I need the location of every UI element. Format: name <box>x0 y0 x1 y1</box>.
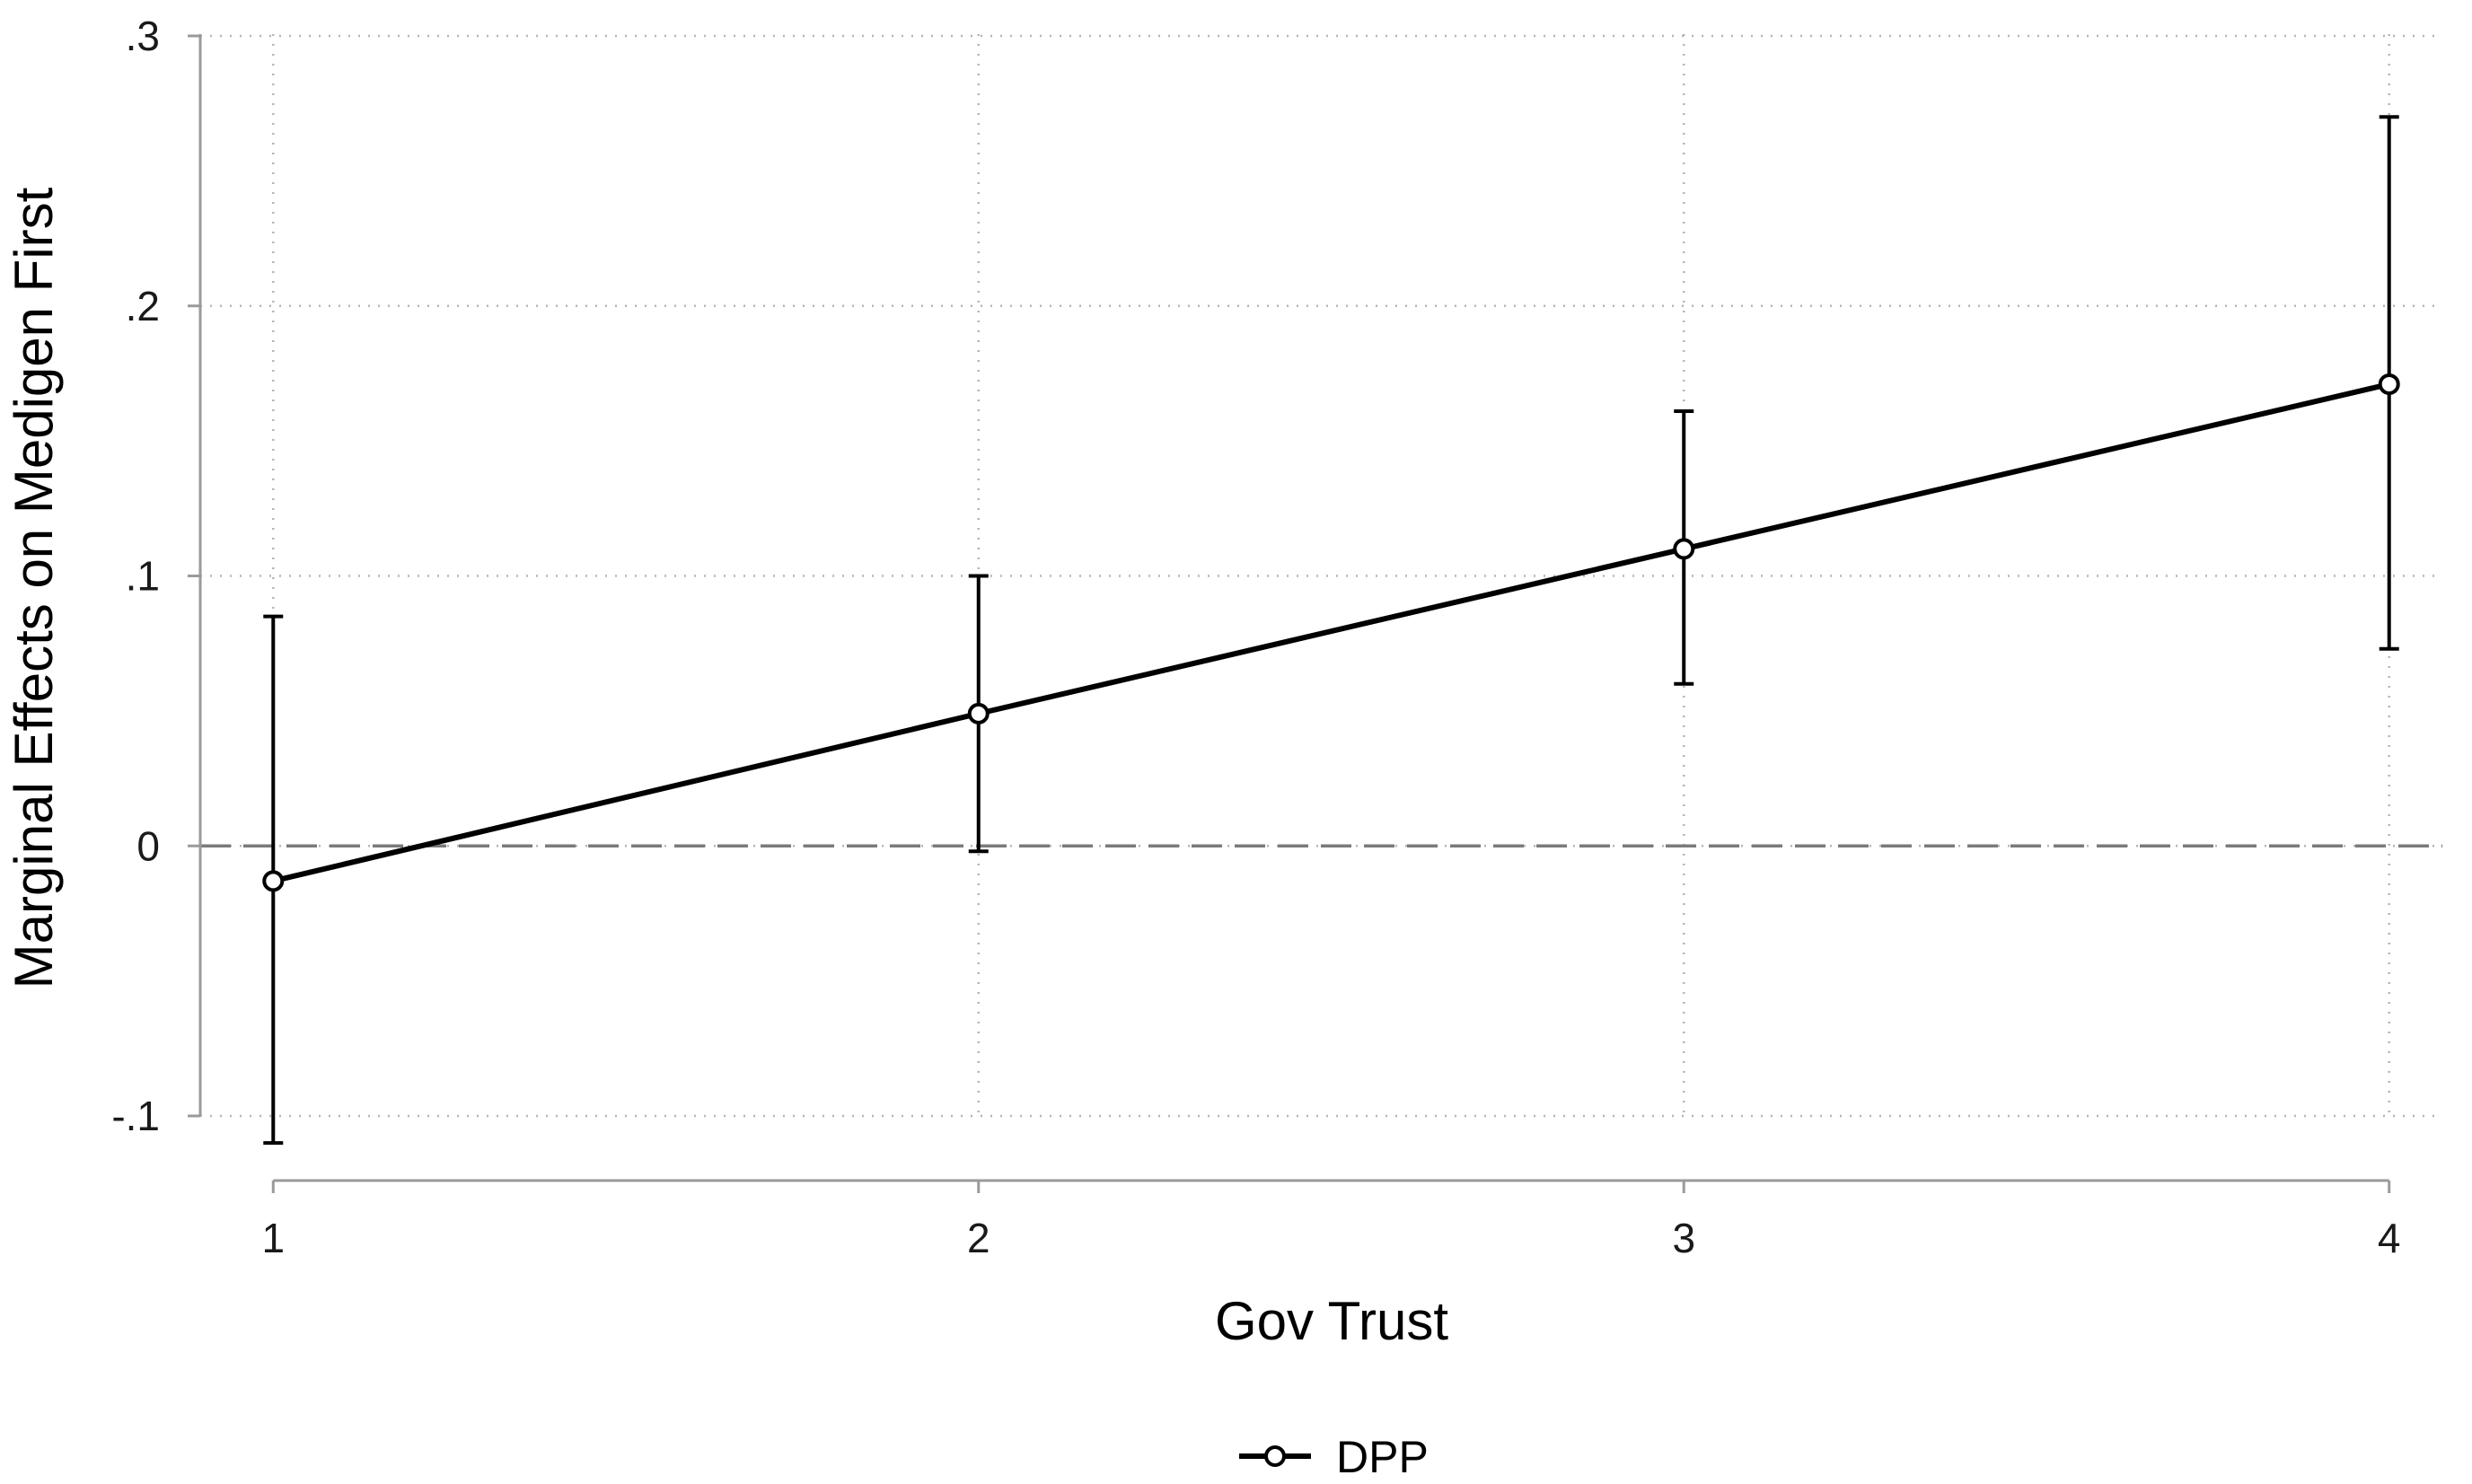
y-tick-label: .3 <box>126 13 160 59</box>
y-tick-label: -.1 <box>111 1093 160 1139</box>
data-point <box>1673 538 1695 560</box>
data-series <box>262 115 2400 1146</box>
data-point <box>262 870 285 892</box>
legend-label-dpp: DPP <box>1336 1432 1429 1482</box>
x-tick-label: 1 <box>261 1215 285 1261</box>
series-line-dpp <box>272 382 2390 884</box>
legend: DPP <box>1239 1432 1429 1482</box>
data-point <box>2378 373 2400 395</box>
x-tick-label: 2 <box>967 1215 990 1261</box>
y-tick-label: .2 <box>126 283 160 329</box>
y-tick-label: 0 <box>136 822 160 869</box>
x-tick-label: 4 <box>2378 1215 2401 1261</box>
x-axis-title: Gov Trust <box>1215 1291 1448 1351</box>
axis-ticks: -.1 0 .1 .2 .3 1 2 3 4 <box>111 13 2400 1261</box>
legend-marker-dpp <box>1264 1445 1286 1467</box>
data-point <box>967 702 990 724</box>
x-tick-label: 3 <box>1672 1215 1695 1261</box>
y-axis-title: Marginal Effects on Medigen First <box>4 187 64 988</box>
y-tick-label: .1 <box>126 553 160 600</box>
